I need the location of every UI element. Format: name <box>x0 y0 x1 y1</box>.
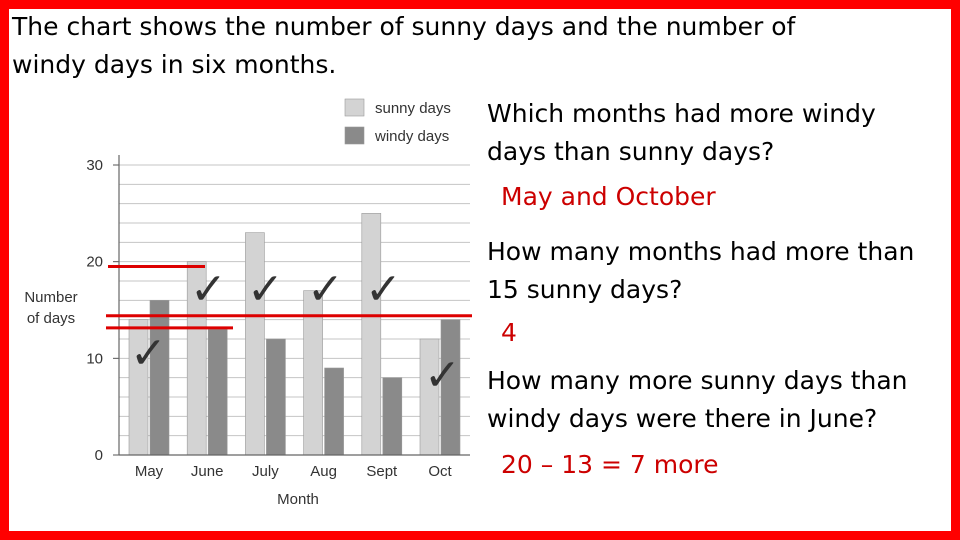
chart-axes: 0 10 20 30 May June July Aug Sept Oct Number of day… <box>24 155 470 508</box>
question-1: Which months had more windy days than su… <box>487 99 876 166</box>
x-tick-label: June <box>191 463 224 480</box>
chart-grid <box>119 164 470 437</box>
x-tick-label: July <box>252 463 279 480</box>
y-axis-label-line-1: Number <box>24 289 77 306</box>
legend-label-windy-days: windy days <box>374 128 449 145</box>
chart-bars <box>128 213 461 456</box>
intro-text: The chart shows the number of sunny days… <box>12 12 796 79</box>
legend-label-sunny-days: sunny days <box>375 100 451 117</box>
question-2: How many months had more than 15 sunny d… <box>487 237 915 304</box>
bar-windy-days-aug <box>324 367 344 456</box>
y-tick-label: 0 <box>95 447 103 464</box>
y-tick-label: 20 <box>86 254 103 271</box>
check-mark-sept: ✓ <box>365 265 402 314</box>
bar-windy-days-july <box>266 338 286 456</box>
answer-1: May and October <box>501 182 716 211</box>
y-tick-label: 10 <box>86 350 103 367</box>
y-axis-label: Number of days <box>24 289 77 327</box>
x-axis-label: Month <box>277 491 319 508</box>
chart-legend: sunny days windy days <box>344 98 451 145</box>
answer-3: 20 – 13 = 7 more <box>501 450 719 479</box>
check-mark-july: ✓ <box>247 265 284 314</box>
bar-windy-days-sept <box>382 377 403 456</box>
check-mark-oct: ✓ <box>424 351 461 400</box>
answer-2: 4 <box>501 318 517 347</box>
bar-sunny-days-sept <box>361 213 382 456</box>
check-mark-aug: ✓ <box>307 265 344 314</box>
x-tick-label: Oct <box>428 463 452 480</box>
y-tick-label: 30 <box>86 157 103 174</box>
check-mark-june: ✓ <box>190 265 227 314</box>
y-axis-label-line-2: of days <box>27 310 75 327</box>
x-tick-label: Sept <box>366 463 398 480</box>
chart-annotations: ✓ ✓ ✓ ✓ ✓ ✓ <box>106 265 472 400</box>
legend-swatch-windy-days <box>344 126 365 145</box>
x-tick-label: Aug <box>310 463 337 480</box>
bar-windy-days-june <box>207 329 228 456</box>
x-tick-label: May <box>135 463 164 480</box>
legend-swatch-sunny-days <box>344 98 365 117</box>
question-3: How many more sunny days than windy days… <box>487 366 908 433</box>
check-mark-may: ✓ <box>130 329 167 378</box>
